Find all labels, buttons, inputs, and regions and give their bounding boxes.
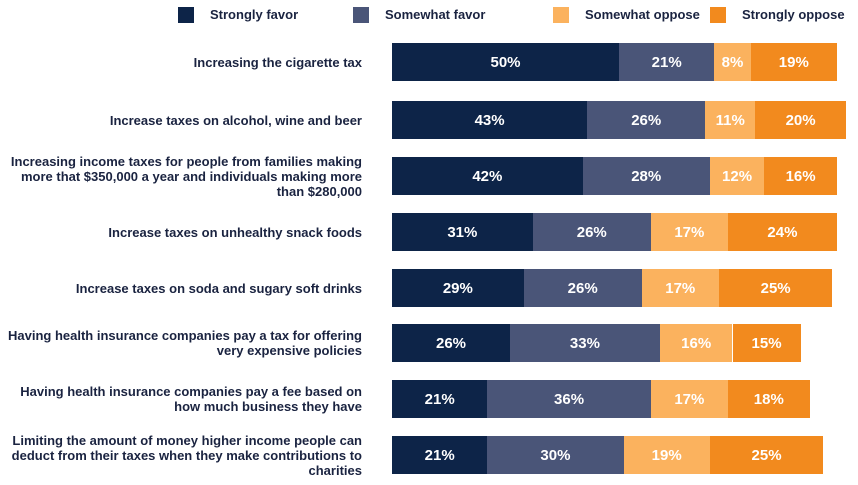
value-label: 25% xyxy=(751,446,782,464)
value-label: 21% xyxy=(651,53,682,71)
value-label: 30% xyxy=(540,446,571,464)
bar-segment: 42% xyxy=(392,157,583,195)
value-label: 42% xyxy=(472,167,503,185)
bar-segment: 15% xyxy=(732,324,801,362)
value-label: 50% xyxy=(490,53,521,71)
value-label: 16% xyxy=(785,167,816,185)
bar-segment: 16% xyxy=(764,157,837,195)
value-label: 19% xyxy=(651,446,682,464)
bar-segment: 11% xyxy=(705,101,756,139)
legend-label: Somewhat favor xyxy=(385,7,486,22)
value-label: 26% xyxy=(576,223,607,241)
value-label: 21% xyxy=(424,390,455,408)
value-label: 36% xyxy=(554,390,585,408)
bar-segment: 8% xyxy=(714,43,751,81)
value-label: 17% xyxy=(674,390,705,408)
bar-segment: 17% xyxy=(641,269,719,307)
legend-swatch xyxy=(353,7,369,23)
category-label: Increase taxes on soda and sugary soft d… xyxy=(75,280,362,296)
bar-segment: 19% xyxy=(750,43,837,81)
category-label: Increasing the cigarette tax xyxy=(193,54,362,70)
bar-segment: 50% xyxy=(392,43,619,81)
category-label: Increase taxes on alcohol, wine and beer xyxy=(109,112,362,128)
legend-swatch xyxy=(710,7,726,23)
legend-swatch xyxy=(553,7,569,23)
bar-segment: 36% xyxy=(487,380,651,418)
value-label: 43% xyxy=(474,111,505,129)
bar-segment: 26% xyxy=(392,324,511,362)
value-label: 11% xyxy=(715,111,745,129)
bar-segment: 21% xyxy=(619,43,715,81)
bar-segment: 21% xyxy=(392,436,488,474)
value-label: 25% xyxy=(760,279,791,297)
bar-segment: 12% xyxy=(709,157,765,195)
legend-label: Somewhat oppose xyxy=(585,7,700,22)
bar-segment: 26% xyxy=(523,269,642,307)
value-label: 28% xyxy=(631,167,662,185)
bar-segment: 18% xyxy=(727,380,810,418)
value-label: 16% xyxy=(681,334,712,352)
value-label: 26% xyxy=(631,111,662,129)
bar-segment: 17% xyxy=(650,380,728,418)
bar-segment: 28% xyxy=(582,157,710,195)
value-label: 20% xyxy=(785,111,816,129)
value-label: 8% xyxy=(721,53,744,71)
value-label: 29% xyxy=(442,279,473,297)
category-label: Increasing income taxes for people from … xyxy=(10,153,362,199)
value-label: 33% xyxy=(569,334,600,352)
bar-segment: 26% xyxy=(587,101,706,139)
bar-segment: 25% xyxy=(709,436,824,474)
category-label: Having health insurance companies pay a … xyxy=(8,328,362,358)
bar-segment: 43% xyxy=(392,101,588,139)
bar-segment: 17% xyxy=(650,213,728,251)
bar-segment: 21% xyxy=(392,380,488,418)
value-label: 18% xyxy=(753,390,784,408)
category-label: Increase taxes on unhealthy snack foods xyxy=(108,224,362,240)
value-label: 19% xyxy=(778,53,809,71)
bar-segment: 30% xyxy=(487,436,624,474)
bar-segment: 16% xyxy=(659,324,733,362)
category-label: Having health insurance companies pay a … xyxy=(20,384,362,414)
bar-segment: 25% xyxy=(718,269,833,307)
legend-label: Strongly oppose xyxy=(742,7,845,22)
bar-segment: 31% xyxy=(392,213,533,251)
value-label: 26% xyxy=(567,279,598,297)
legend-label: Strongly favor xyxy=(210,7,299,22)
value-label: 31% xyxy=(447,223,478,241)
value-label: 17% xyxy=(674,223,705,241)
value-label: 24% xyxy=(767,223,798,241)
category-label: Limiting the amount of money higher inco… xyxy=(11,432,362,478)
value-label: 26% xyxy=(436,334,467,352)
legend-swatch xyxy=(178,7,194,23)
bar-segment: 29% xyxy=(392,269,524,307)
bar-segment: 33% xyxy=(510,324,660,362)
bar-segment: 19% xyxy=(623,436,710,474)
value-label: 12% xyxy=(722,167,753,185)
bar-segment: 26% xyxy=(532,213,651,251)
value-label: 21% xyxy=(424,446,455,464)
bar-segment: 20% xyxy=(755,101,846,139)
bar-segment: 24% xyxy=(727,213,837,251)
value-label: 17% xyxy=(665,279,696,297)
value-label: 15% xyxy=(751,334,782,352)
